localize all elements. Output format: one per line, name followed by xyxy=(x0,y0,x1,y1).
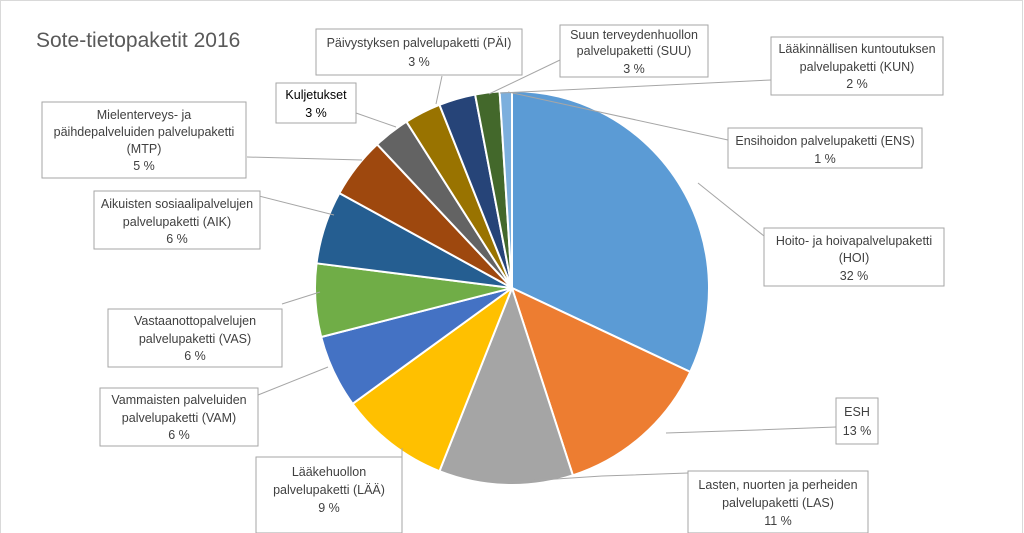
leader-line-esh xyxy=(665,426,837,434)
label-box-aik xyxy=(93,190,261,250)
label-box-las xyxy=(687,470,869,533)
label-pai-pct: 3 % xyxy=(408,55,430,69)
pie-slice-3 xyxy=(351,287,513,473)
label-vas-pct: 6 % xyxy=(184,349,206,363)
label-hoi-pct: 32 % xyxy=(840,269,869,283)
label-box-ens xyxy=(727,127,923,169)
leader-line-vam xyxy=(257,366,329,396)
leader-line-kul xyxy=(355,112,397,128)
label-vam-pct: 6 % xyxy=(168,428,190,442)
label-laa-name-1: Lääkehuollon xyxy=(292,465,366,479)
label-las-name-1: Lasten, nuorten ja perheiden xyxy=(698,478,857,492)
leader-line-aik xyxy=(246,192,335,216)
leader-line-suu xyxy=(488,59,561,95)
leader-line-ens xyxy=(507,91,729,141)
label-kul-name: Kuljetukset xyxy=(285,88,347,102)
label-pai-name: Päivystyksen palvelupaketti (PÄI) xyxy=(327,36,512,50)
label-aik-pct: 6 % xyxy=(166,232,188,246)
label-ens-name: Ensihoidon palvelupaketti (ENS) xyxy=(735,134,914,148)
label-hoi-name-2: (HOI) xyxy=(839,251,870,265)
label-box-vas xyxy=(107,308,283,368)
label-vam-name-2: palvelupaketti (VAM) xyxy=(122,411,236,425)
label-vas-name-1: Vastaanottopalvelujen xyxy=(134,314,256,328)
label-box-hoi xyxy=(763,227,945,287)
label-mtp-name-2: päihdepalveluiden palvelupaketti xyxy=(54,125,235,139)
leader-line-pai xyxy=(435,75,443,105)
label-vam-name-1: Vammaisten palveluiden xyxy=(111,393,246,407)
leader-line-kun xyxy=(499,79,772,94)
label-suu-name-2: palvelupaketti (SUU) xyxy=(577,44,692,58)
label-box-mtp xyxy=(41,101,247,179)
label-kun-name-1: Lääkinnällisen kuntoutuksen xyxy=(778,42,935,56)
label-mtp-pct: 5 % xyxy=(133,159,155,173)
pie-slice-0 xyxy=(511,90,710,373)
label-kun-name-2: palvelupaketti (KUN) xyxy=(800,60,915,74)
label-kun-pct: 2 % xyxy=(846,77,868,91)
label-las-pct: 11 % xyxy=(764,514,792,528)
label-vas-name-2: palvelupaketti (VAS) xyxy=(139,332,251,346)
label-box-vam xyxy=(99,387,259,447)
label-aik-name-2: palvelupaketti (AIK) xyxy=(123,215,231,229)
slice-labels: Päivystyksen palvelupaketti (PÄI) 3 % Su… xyxy=(54,28,936,528)
label-laa-name-2: palvelupaketti (LÄÄ) xyxy=(273,483,385,497)
leader-lines xyxy=(246,59,837,533)
label-suu-pct: 3 % xyxy=(623,62,645,76)
label-esh-name: ESH xyxy=(844,405,870,419)
label-box-kul xyxy=(275,82,357,124)
label-mtp-name-3: (MTP) xyxy=(127,142,162,156)
leader-line-hoi xyxy=(697,182,765,237)
label-ens-pct: 1 % xyxy=(814,152,836,166)
label-aik-name-1: Aikuisten sosiaalipalvelujen xyxy=(101,197,253,211)
label-box-laa xyxy=(255,456,403,533)
label-kul-pct: 3 % xyxy=(305,106,327,120)
pie-slice-1 xyxy=(511,287,692,477)
pie-slice-12 xyxy=(498,90,513,289)
leader-line-mtp xyxy=(246,156,363,161)
label-mtp-name-1: Mielenterveys- ja xyxy=(97,108,192,122)
label-box-pai xyxy=(315,28,523,76)
label-box-kun xyxy=(770,36,944,96)
leader-line-las xyxy=(509,472,689,483)
label-esh-pct: 13 % xyxy=(843,424,872,438)
label-box-suu xyxy=(559,24,709,78)
pie-slices xyxy=(314,90,710,486)
label-hoi-name-1: Hoito- ja hoivapalvelupaketti xyxy=(776,234,932,248)
label-suu-name-1: Suun terveydenhuollon xyxy=(570,28,698,42)
label-boxes xyxy=(41,24,945,533)
label-las-name-2: palvelupaketti (LAS) xyxy=(722,496,834,510)
leader-line-vas xyxy=(281,291,321,305)
label-laa-pct: 9 % xyxy=(318,501,340,515)
pie-slice-2 xyxy=(438,287,574,486)
chart-title: Sote-tietopaketit 2016 xyxy=(36,29,240,52)
label-box-esh xyxy=(835,397,879,445)
